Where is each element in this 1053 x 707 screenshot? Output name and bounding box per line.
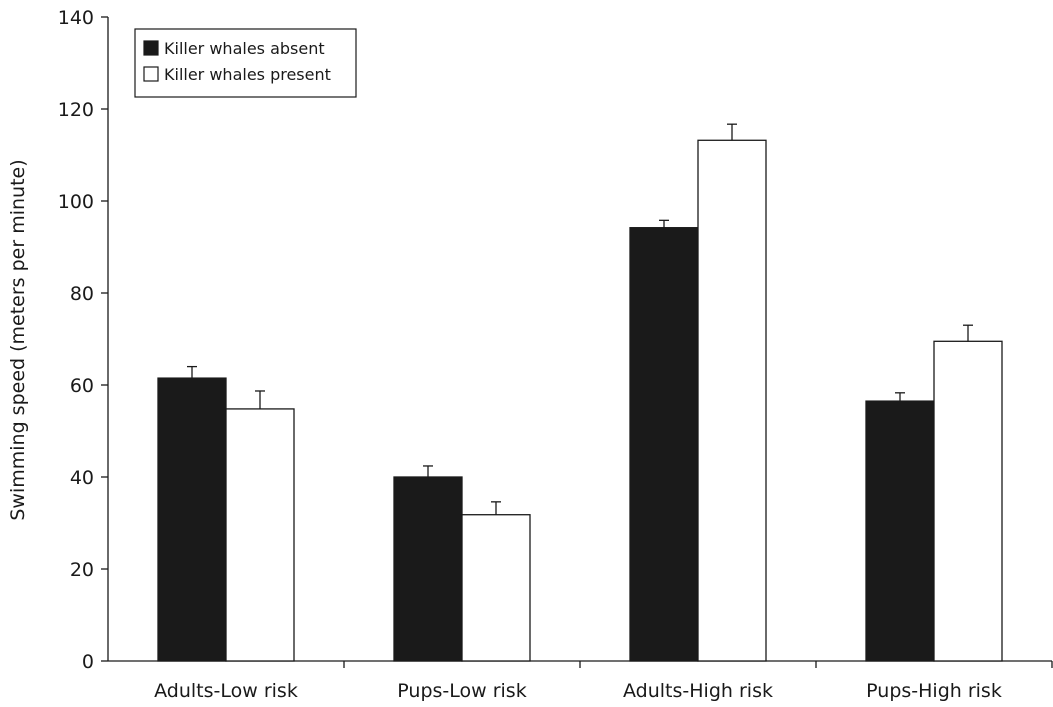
y-tick-label: 0: [82, 651, 94, 673]
bar: [629, 227, 699, 662]
x-category-label: Pups-Low risk: [397, 680, 526, 702]
bar: [157, 377, 227, 662]
y-tick-label: 60: [70, 375, 94, 397]
bar: [225, 408, 295, 662]
bar: [461, 514, 531, 662]
y-tick-label: 100: [58, 191, 94, 213]
bar: [697, 139, 767, 662]
y-tick-label: 20: [70, 559, 94, 581]
x-category-label: Adults-High risk: [623, 680, 773, 702]
x-category-label: Adults-Low risk: [154, 680, 298, 702]
plot-area: 0 20 40 60 80 100 120 140 Adults-Low risk Pups-Lo…: [58, 7, 1053, 702]
legend-swatch: [143, 40, 159, 56]
legend-box: [134, 28, 357, 98]
y-tick-label: 120: [58, 99, 94, 121]
x-category-label: Pups-High risk: [866, 680, 1002, 702]
y-axis-title: Swimming speed (meters per minute): [7, 159, 29, 520]
bar: [865, 400, 935, 662]
legend-label: Killer whales absent: [164, 39, 325, 58]
legend-swatch: [143, 66, 159, 82]
y-tick-label: 140: [58, 7, 94, 29]
legend: Killer whales absent Killer whales presen…: [134, 28, 357, 98]
bar: [393, 476, 463, 662]
y-tick-label: 40: [70, 467, 94, 489]
y-tick-label: 80: [70, 283, 94, 305]
bar: [933, 340, 1003, 662]
legend-label: Killer whales present: [164, 65, 331, 84]
